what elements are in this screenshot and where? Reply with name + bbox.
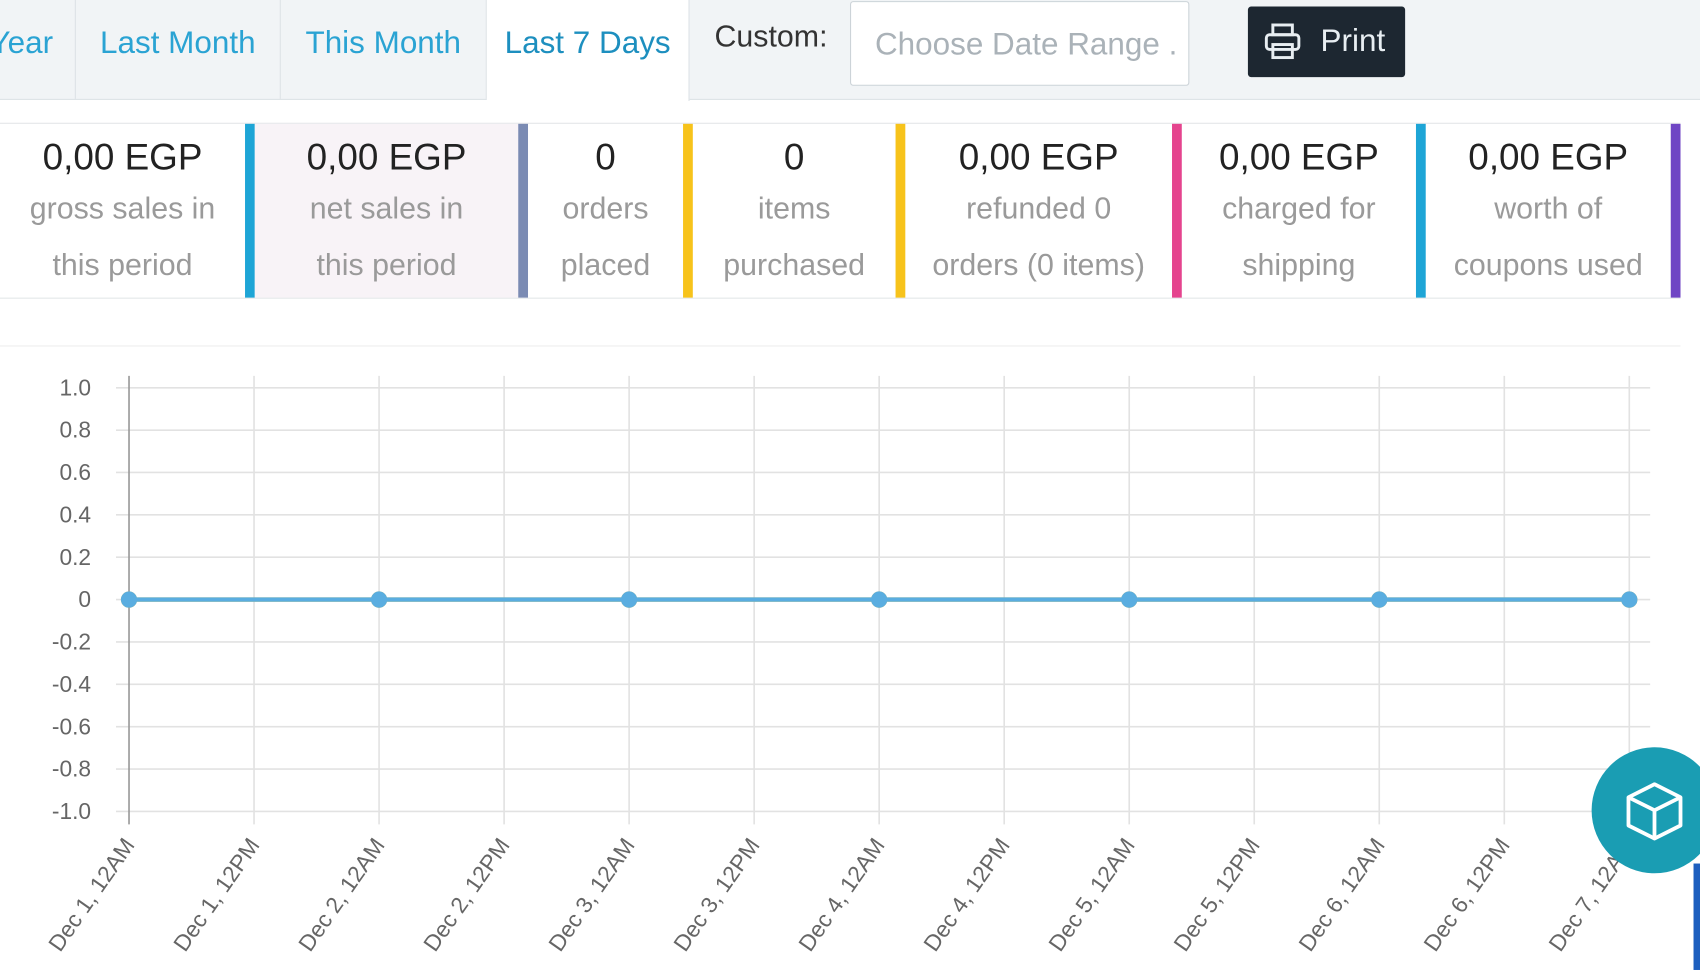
chart-panel (0, 345, 1681, 970)
x-tick-label: Dec 5, 12AM (1043, 833, 1140, 956)
x-tick-label: Dec 2, 12PM (418, 833, 515, 956)
data-point (120, 591, 138, 608)
tab[interactable]: This Month (281, 0, 487, 99)
y-tick-label: 1.0 (59, 374, 91, 400)
stat-value: 0 (595, 136, 616, 179)
data-point (1371, 591, 1388, 608)
stat-label: this period (316, 247, 457, 282)
print-button[interactable]: Print (1247, 6, 1406, 78)
stat-label: worth of (1494, 191, 1603, 225)
y-tick-label: 0.8 (59, 417, 91, 443)
date-range-input[interactable]: Choose Date Range . (850, 1, 1190, 86)
tab[interactable]: Last 7 Days (486, 0, 690, 102)
tab[interactable]: Year (0, 0, 76, 99)
stat-card: 0 orders placed (528, 123, 693, 298)
data-point (871, 591, 888, 608)
tab[interactable]: Last Month (76, 0, 281, 99)
y-tick-label: -0.8 (52, 756, 91, 782)
print-icon (1264, 23, 1301, 60)
stat-label: charged for (1222, 191, 1376, 225)
stat-label: coupons used (1453, 247, 1643, 282)
stat-label: orders (0 items) (932, 247, 1145, 282)
stat-value: 0,00 EGP (306, 136, 467, 179)
stat-card: 0,00 EGP gross sales in this period (0, 123, 255, 298)
stat-value: 0,00 EGP (42, 136, 203, 179)
data-point (620, 591, 638, 608)
stat-label: shipping (1242, 247, 1356, 282)
floating-button[interactable] (1589, 745, 1700, 875)
x-tick-label: Dec 6, 12AM (1293, 833, 1390, 956)
stat-label: purchased (723, 247, 866, 282)
stat-card: 0 items purchased (693, 123, 906, 298)
stat-value: 0,00 EGP (1218, 136, 1379, 179)
stat-label: gross sales in (29, 191, 216, 225)
x-tick-label: Dec 1, 12AM (43, 833, 140, 956)
y-tick-label: -1.0 (52, 798, 91, 824)
x-tick-label: Dec 5, 12PM (1168, 833, 1265, 956)
cube-icon (1626, 782, 1683, 841)
x-tick-label: Dec 3, 12AM (543, 833, 640, 956)
y-tick-label: 0.6 (59, 459, 91, 485)
y-tick-label: -0.4 (52, 671, 91, 697)
edge-bar (1693, 863, 1700, 970)
stat-label: placed (560, 247, 651, 282)
data-point (1121, 591, 1138, 608)
data-point (1621, 591, 1638, 608)
stat-label: items (757, 191, 831, 225)
stat-card: 0,00 EGP charged for shipping (1182, 123, 1426, 298)
stats-row: 0,00 EGP gross sales in this period 0,00 EG… (0, 122, 1681, 299)
stat-value: 0,00 EGP (958, 136, 1119, 179)
y-tick-label: 0 (78, 586, 91, 612)
y-tick-label: 0.4 (59, 501, 91, 527)
stat-value: 0 (783, 136, 805, 179)
floating-circle (1591, 747, 1700, 874)
stat-label: refunded 0 (966, 191, 1112, 225)
stat-card: 0,00 EGP refunded 0 orders (0 items) (905, 123, 1182, 298)
print-label: Print (1320, 23, 1386, 59)
x-tick-label: Dec 2, 12AM (293, 833, 390, 956)
x-tick-label: Dec 6, 12PM (1418, 833, 1515, 956)
stat-label: this period (52, 247, 193, 282)
x-tick-label: Dec 3, 12PM (668, 833, 765, 956)
x-tick-label: Dec 4, 12AM (793, 833, 890, 956)
y-tick-label: -0.6 (52, 713, 91, 739)
stat-label: orders (562, 191, 649, 225)
data-point (370, 591, 388, 608)
stat-card: 0,00 EGP net sales in this period (254, 123, 529, 298)
custom-label: Custom: (714, 19, 828, 54)
stat-card: 0,00 EGP worth of coupons used (1426, 123, 1681, 298)
x-tick-label: Dec 1, 12PM (168, 833, 265, 956)
stat-label: net sales in (309, 191, 464, 225)
y-tick-label: 0.2 (59, 544, 91, 570)
stat-value: 0,00 EGP (1468, 136, 1629, 179)
x-tick-label: Dec 4, 12PM (918, 833, 1015, 956)
y-tick-label: -0.2 (52, 629, 91, 655)
